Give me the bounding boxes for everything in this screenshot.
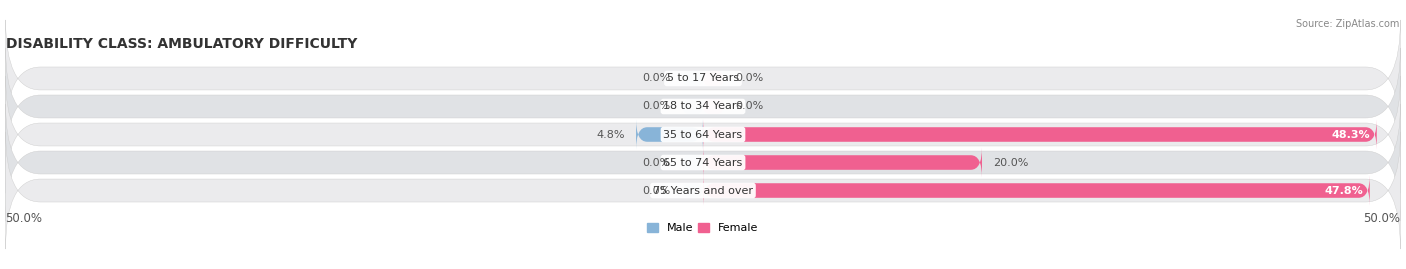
Text: 48.3%: 48.3% (1331, 129, 1369, 140)
Text: Source: ZipAtlas.com: Source: ZipAtlas.com (1295, 19, 1399, 29)
Text: 18 to 34 Years: 18 to 34 Years (664, 101, 742, 111)
Text: 50.0%: 50.0% (1364, 211, 1400, 225)
Text: 20.0%: 20.0% (993, 158, 1029, 168)
FancyBboxPatch shape (703, 71, 724, 86)
Text: 0.0%: 0.0% (643, 101, 671, 111)
Text: DISABILITY CLASS: AMBULATORY DIFFICULTY: DISABILITY CLASS: AMBULATORY DIFFICULTY (6, 37, 357, 51)
Text: 4.8%: 4.8% (596, 129, 624, 140)
FancyBboxPatch shape (682, 71, 703, 86)
Text: 0.0%: 0.0% (643, 186, 671, 196)
Text: 0.0%: 0.0% (643, 158, 671, 168)
Text: 50.0%: 50.0% (6, 211, 42, 225)
Text: 0.0%: 0.0% (643, 73, 671, 83)
Text: 75 Years and over: 75 Years and over (652, 186, 754, 196)
Text: 0.0%: 0.0% (735, 101, 763, 111)
FancyBboxPatch shape (6, 132, 1400, 249)
Legend: Male, Female: Male, Female (643, 218, 763, 238)
FancyBboxPatch shape (682, 155, 703, 170)
FancyBboxPatch shape (6, 20, 1400, 137)
Text: 0.0%: 0.0% (735, 73, 763, 83)
FancyBboxPatch shape (6, 76, 1400, 193)
Text: 35 to 64 Years: 35 to 64 Years (664, 129, 742, 140)
FancyBboxPatch shape (703, 99, 724, 114)
Text: 47.8%: 47.8% (1324, 186, 1362, 196)
Text: 65 to 74 Years: 65 to 74 Years (664, 158, 742, 168)
Text: 5 to 17 Years: 5 to 17 Years (666, 73, 740, 83)
FancyBboxPatch shape (703, 119, 1376, 150)
FancyBboxPatch shape (6, 48, 1400, 165)
FancyBboxPatch shape (636, 119, 703, 150)
FancyBboxPatch shape (682, 99, 703, 114)
FancyBboxPatch shape (703, 147, 981, 178)
FancyBboxPatch shape (6, 104, 1400, 221)
FancyBboxPatch shape (682, 183, 703, 198)
FancyBboxPatch shape (703, 175, 1369, 206)
